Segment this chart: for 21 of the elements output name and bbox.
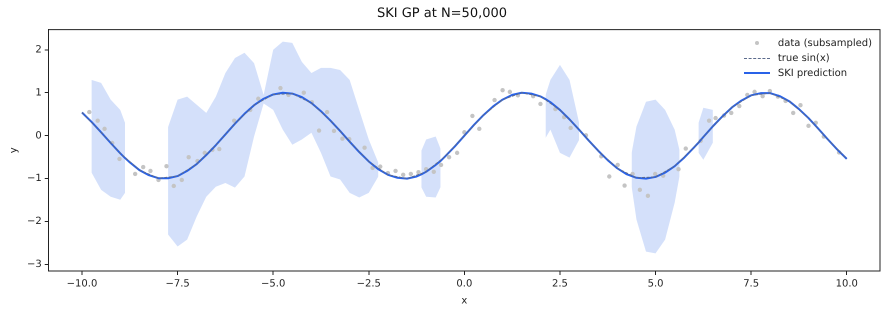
x-axis-title: x: [461, 296, 468, 307]
y-tick-label: −3: [26, 259, 42, 270]
legend-label: data (subsampled): [778, 36, 872, 51]
legend-label: true sin(x): [778, 52, 830, 66]
y-axis-title: y: [8, 147, 20, 154]
x-tick-label: −2.5: [356, 278, 381, 290]
x-tick-label: 0.0: [456, 278, 472, 290]
y-tick-label: 1: [35, 87, 42, 98]
y-tick-label: −1: [26, 173, 42, 184]
x-tick-label: 5.0: [648, 278, 664, 290]
y-tick-label: −2: [26, 216, 42, 228]
x-tick-label: 7.5: [743, 278, 760, 290]
x-tick-label: −10.0: [66, 278, 98, 290]
y-tick-label: 2: [35, 44, 42, 56]
x-tick-label: 2.5: [552, 278, 568, 290]
x-tick-label: 10.0: [836, 278, 858, 290]
x-tick-label: −7.5: [165, 278, 190, 290]
chart-title: SKI GP at N=50,000: [376, 6, 508, 22]
legend-label: SKI prediction: [778, 66, 848, 81]
y-tick-label: 0: [35, 130, 42, 142]
x-tick-label: −5.0: [261, 278, 286, 290]
